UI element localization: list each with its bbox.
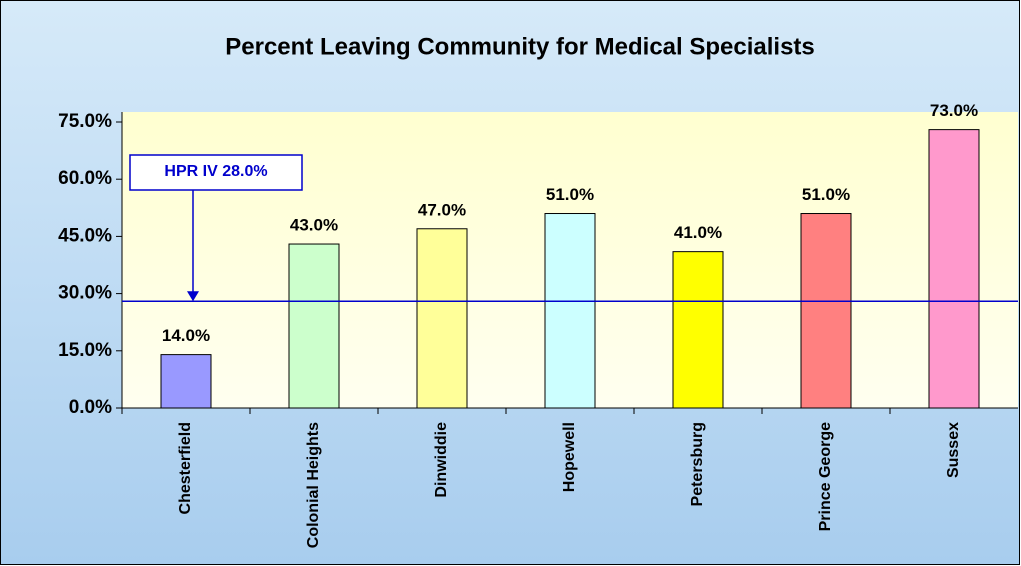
x-tick-label: Colonial Heights — [305, 422, 322, 548]
y-tick-label: 60.0% — [58, 168, 112, 189]
bar — [288, 243, 340, 409]
y-tick-label: 45.0% — [58, 225, 112, 246]
bar — [800, 213, 852, 409]
value-label: 51.0% — [546, 185, 594, 204]
value-label: 51.0% — [802, 185, 850, 204]
x-tick-label: Chesterfield — [177, 422, 194, 514]
x-tick-label: Petersburg — [689, 422, 706, 506]
x-tick-label: Prince George — [817, 422, 834, 531]
bar — [672, 251, 724, 409]
y-tick-label: 30.0% — [58, 283, 112, 304]
y-tick-label: 15.0% — [58, 340, 112, 361]
arrow-head — [187, 291, 199, 302]
value-label: 14.0% — [162, 326, 210, 345]
value-label: 73.0% — [930, 101, 978, 120]
x-tick-label: Sussex — [945, 422, 962, 478]
bar — [544, 213, 596, 409]
chart-title: Percent Leaving Community for Medical Sp… — [225, 33, 815, 60]
x-tick-label: Hopewell — [561, 422, 578, 492]
x-tick-label: Dinwiddie — [433, 422, 450, 498]
value-label: 41.0% — [674, 223, 722, 242]
value-label: 47.0% — [418, 200, 466, 219]
bar — [160, 354, 212, 409]
annotation-box — [129, 154, 303, 191]
bar — [928, 129, 980, 409]
y-tick-label: 0.0% — [69, 397, 112, 418]
y-tick-label: 75.0% — [58, 111, 112, 132]
bar — [416, 228, 468, 409]
annotation-label: HPR IV 28.0% — [164, 163, 267, 180]
value-label: 43.0% — [290, 216, 338, 235]
